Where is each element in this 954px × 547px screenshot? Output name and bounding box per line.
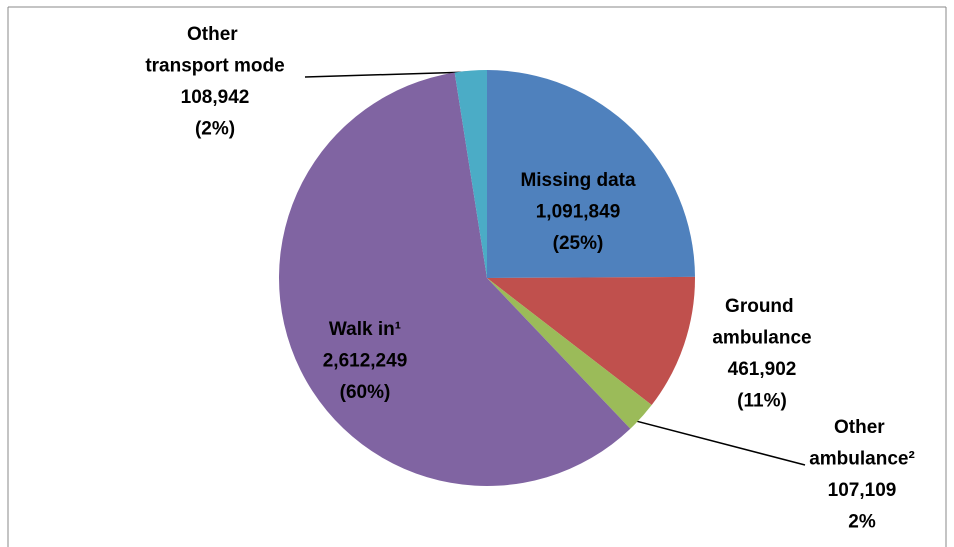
- slices: [279, 70, 696, 486]
- label-line: ambulance: [712, 328, 811, 349]
- slice-label: Other transport mode: [145, 24, 284, 77]
- percent-label: (60%): [340, 382, 391, 403]
- pie-slice: [487, 70, 695, 278]
- slice-label: Walk in¹: [329, 319, 401, 340]
- value-label: 461,902: [728, 359, 797, 380]
- value-label: 108,942: [181, 87, 250, 108]
- label-line: Other: [187, 24, 243, 45]
- leader-line: [304, 71, 471, 78]
- percent-label: (25%): [553, 233, 604, 254]
- pie-slice: [279, 72, 631, 486]
- percent-label: (11%): [737, 391, 787, 412]
- percent-label: 2%: [848, 512, 876, 533]
- label-line: transport mode: [145, 56, 284, 77]
- pie-slice: [487, 278, 652, 429]
- label-line: ambulance²: [809, 449, 915, 470]
- slice-label: Ground ambulance: [712, 296, 811, 349]
- label-line: Other: [834, 417, 890, 438]
- value-label: 1,091,849: [536, 202, 621, 223]
- value-label: 107,109: [828, 480, 897, 501]
- value-label: 2,612,249: [323, 351, 408, 372]
- label-line: Ground: [725, 296, 799, 317]
- pie-slice: [487, 276, 696, 406]
- slice-label: Missing data: [520, 170, 636, 191]
- percent-label: (2%): [195, 119, 235, 140]
- slice-label: Other ambulance²: [809, 417, 915, 470]
- pie-slice: [454, 70, 487, 278]
- leader-line: [631, 419, 806, 466]
